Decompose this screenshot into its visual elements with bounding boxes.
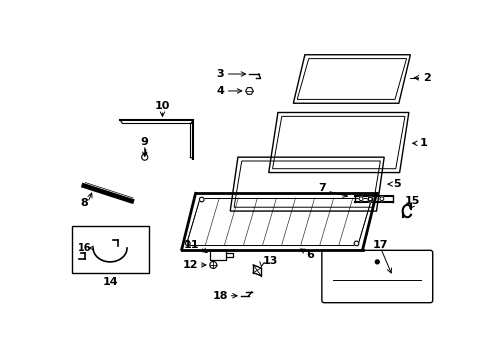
Text: 17: 17 xyxy=(372,240,387,250)
Circle shape xyxy=(359,197,362,201)
Circle shape xyxy=(375,260,378,264)
Text: 16: 16 xyxy=(78,243,91,253)
Bar xyxy=(71,226,148,273)
Text: 2: 2 xyxy=(422,73,429,83)
Text: 4: 4 xyxy=(216,86,224,96)
Text: 14: 14 xyxy=(102,277,118,287)
Text: 9: 9 xyxy=(141,137,148,147)
Text: 13: 13 xyxy=(262,256,277,266)
Text: 5: 5 xyxy=(393,179,400,189)
Circle shape xyxy=(367,197,372,202)
Text: 11: 11 xyxy=(183,240,199,250)
Circle shape xyxy=(185,241,190,246)
Text: 8: 8 xyxy=(80,198,88,208)
Text: 6: 6 xyxy=(305,250,314,260)
Text: 7: 7 xyxy=(318,183,326,193)
Circle shape xyxy=(353,241,358,246)
Text: 12: 12 xyxy=(182,260,198,270)
Circle shape xyxy=(199,197,203,202)
Circle shape xyxy=(379,197,383,201)
Text: 10: 10 xyxy=(154,101,170,111)
Text: 18: 18 xyxy=(212,291,227,301)
Text: 1: 1 xyxy=(419,138,427,148)
Text: 15: 15 xyxy=(404,196,420,206)
Circle shape xyxy=(367,197,371,201)
Text: 3: 3 xyxy=(216,69,224,79)
